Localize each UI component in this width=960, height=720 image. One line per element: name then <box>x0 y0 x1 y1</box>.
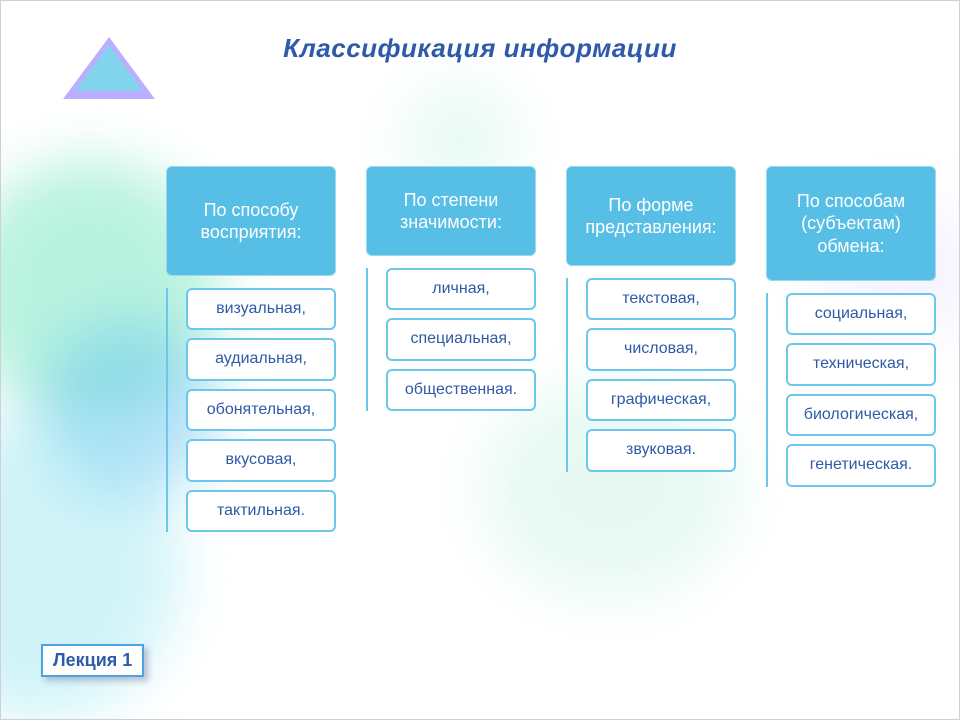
column: По форме представления: текстовая, числова… <box>566 166 736 472</box>
slide: Классификация информации По способу восп… <box>0 0 960 720</box>
columns-container: По способу восприятия: визуальная, аудиаль… <box>166 166 939 532</box>
lecture-badge: Лекция 1 <box>41 644 144 677</box>
list-item: вкусовая, <box>186 439 336 481</box>
column-header: По способу восприятия: <box>166 166 336 276</box>
column: По способам (субъектам) обмена: социальна… <box>766 166 936 487</box>
list-item: биологическая, <box>786 394 936 436</box>
column-header: По форме представления: <box>566 166 736 266</box>
list-item: общественная. <box>386 369 536 411</box>
list-item: аудиальная, <box>186 338 336 380</box>
list-item: обонятельная, <box>186 389 336 431</box>
list-item: социальная, <box>786 293 936 335</box>
page-title: Классификация информации <box>1 33 959 64</box>
list-item: текстовая, <box>586 278 736 320</box>
column-header: По степени значимости: <box>366 166 536 256</box>
list-item: личная, <box>386 268 536 310</box>
list-item: графическая, <box>586 379 736 421</box>
list-item: техническая, <box>786 343 936 385</box>
list-item: генетическая. <box>786 444 936 486</box>
column-items: визуальная, аудиальная, обонятельная, вкусо… <box>166 288 336 532</box>
list-item: визуальная, <box>186 288 336 330</box>
list-item: числовая, <box>586 328 736 370</box>
column-items: текстовая, числовая, графическая, звуковая. <box>566 278 736 472</box>
column-header: По способам (субъектам) обмена: <box>766 166 936 281</box>
column-items: личная, специальная, общественная. <box>366 268 536 411</box>
column: По степени значимости: личная, специальная… <box>366 166 536 411</box>
column-items: социальная, техническая, биологическая, ген… <box>766 293 936 487</box>
column: По способу восприятия: визуальная, аудиаль… <box>166 166 336 532</box>
list-item: звуковая. <box>586 429 736 471</box>
list-item: тактильная. <box>186 490 336 532</box>
list-item: специальная, <box>386 318 536 360</box>
